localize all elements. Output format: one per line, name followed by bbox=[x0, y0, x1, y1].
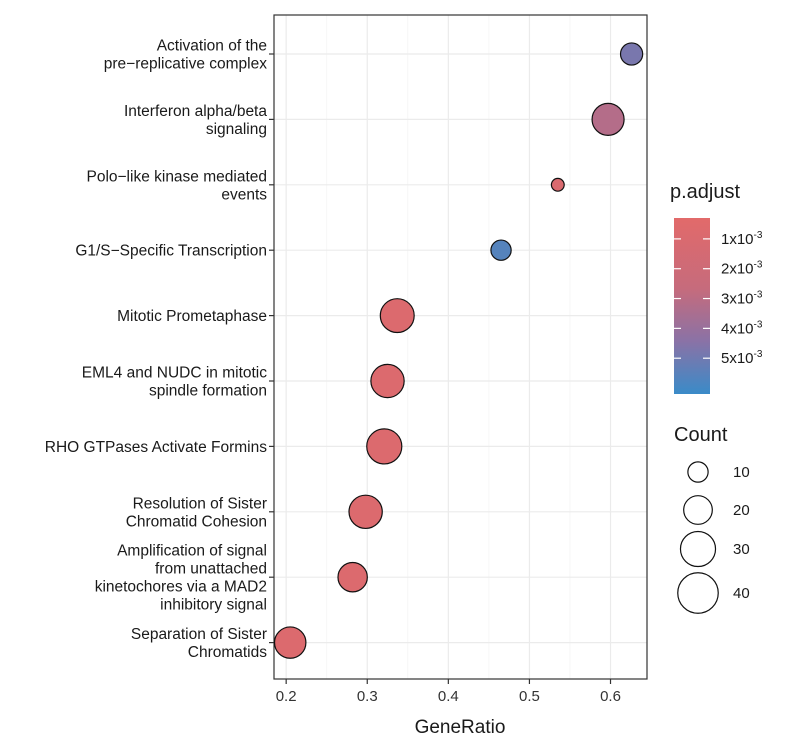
x-tick-label: 0.6 bbox=[600, 688, 621, 705]
color-legend-ticks: 1x10-3 2x10-3 3x10-3 4x10-3 5x10-3 bbox=[674, 230, 763, 367]
data-point bbox=[591, 102, 625, 137]
data-point bbox=[619, 42, 644, 66]
category-label-line: Mitotic Prometaphase bbox=[117, 308, 267, 325]
size-legend-circle bbox=[677, 572, 719, 614]
category-label-line: Chromatid Cohesion bbox=[126, 513, 267, 530]
category-label-line: Interferon alpha/beta bbox=[124, 103, 267, 120]
size-legend-label: 40 bbox=[733, 585, 750, 602]
color-legend-gradient-bar bbox=[674, 218, 710, 394]
data-point bbox=[490, 239, 512, 261]
x-tick-label: 0.5 bbox=[519, 688, 540, 705]
size-legend-label: 10 bbox=[733, 464, 750, 481]
size-legend-label: 20 bbox=[733, 502, 750, 519]
category-label-line: inhibitory signal bbox=[160, 597, 267, 614]
x-axis-title: GeneRatio bbox=[415, 717, 506, 738]
data-point bbox=[550, 177, 565, 192]
category-label-line: G1/S−Specific Transcription bbox=[75, 243, 267, 260]
y-axis-ticks bbox=[269, 53, 274, 644]
color-tick-label: 5x10-3 bbox=[721, 349, 763, 367]
color-tick-label: 3x10-3 bbox=[721, 290, 763, 308]
category-label-line: EML4 and NUDC in mitotic bbox=[82, 365, 267, 382]
category-label-line: spindle formation bbox=[149, 383, 267, 400]
size-legend-items: 10 20 30 40 bbox=[677, 461, 750, 614]
data-point bbox=[348, 494, 383, 530]
color-tick-label: 1x10-3 bbox=[721, 230, 763, 248]
data-point bbox=[370, 363, 405, 399]
category-label-line: RHO GTPases Activate Formins bbox=[45, 439, 267, 456]
category-label-line: Resolution of Sister bbox=[133, 495, 267, 512]
category-label: G1/S−Specific Transcription bbox=[75, 243, 267, 260]
plot-panel-border bbox=[273, 14, 648, 680]
color-legend-title: p.adjust bbox=[670, 181, 740, 203]
category-label-line: kinetochores via a MAD2 bbox=[95, 579, 267, 596]
x-axis-ticks: 0.2 0.3 0.4 0.5 0.6 bbox=[276, 679, 621, 705]
size-legend-title: Count bbox=[674, 424, 728, 446]
data-point bbox=[273, 626, 307, 659]
color-tick-label: 2x10-3 bbox=[721, 260, 763, 278]
grid-lines bbox=[274, 15, 647, 679]
color-tick-label: 4x10-3 bbox=[721, 319, 763, 337]
x-tick-label: 0.3 bbox=[357, 688, 378, 705]
size-legend-circle bbox=[687, 461, 709, 483]
data-point bbox=[337, 561, 368, 593]
category-label-line: Separation of Sister bbox=[131, 626, 267, 643]
x-tick-label: 0.2 bbox=[276, 688, 297, 705]
category-label-line: events bbox=[221, 186, 267, 203]
category-label-line: Amplification of signal bbox=[117, 543, 267, 560]
category-label: Mitotic Prometaphase bbox=[117, 308, 267, 325]
data-point bbox=[366, 428, 403, 465]
color-legend: p.adjust 1x10-3 2x10-3 3x10-3 4x10-3 5x10-3 bbox=[670, 181, 763, 394]
category-label-line: signaling bbox=[206, 121, 267, 138]
size-legend: Count 10 20 30 40 bbox=[674, 424, 750, 614]
data-points bbox=[273, 42, 644, 659]
data-point bbox=[379, 298, 415, 334]
size-legend-circle bbox=[679, 530, 717, 568]
size-legend-label: 30 bbox=[733, 541, 750, 558]
category-label-line: Polo−like kinase mediated bbox=[86, 168, 267, 185]
category-label-line: Activation of the bbox=[157, 38, 267, 55]
size-legend-circle bbox=[683, 495, 713, 525]
category-label: RHO GTPases Activate Formins bbox=[45, 439, 267, 456]
category-label-line: from unattached bbox=[155, 561, 267, 578]
category-label-line: Chromatids bbox=[188, 644, 267, 661]
x-tick-label: 0.4 bbox=[438, 688, 459, 705]
category-label-line: pre−replicative complex bbox=[104, 56, 268, 73]
